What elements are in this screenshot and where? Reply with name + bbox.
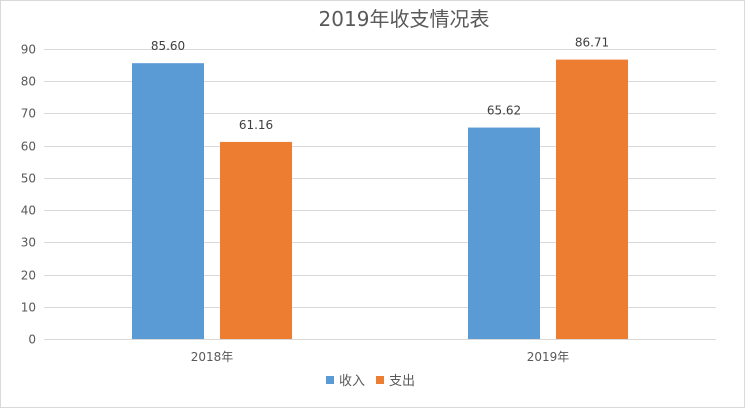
legend-label: 支出 bbox=[389, 374, 415, 389]
y-axis-ticks: 0 10 20 30 40 50 60 70 80 90 bbox=[21, 43, 36, 347]
y-tick-label: 90 bbox=[21, 43, 36, 57]
bar-income-1 bbox=[468, 127, 540, 340]
data-labels: 85.60 61.16 65.62 86.71 bbox=[151, 36, 609, 132]
legend-label: 收入 bbox=[339, 374, 365, 389]
legend: 收入 支出 bbox=[326, 374, 415, 389]
legend-swatch bbox=[376, 376, 384, 384]
data-label: 65.62 bbox=[487, 104, 521, 118]
x-tick-label: 2018年 bbox=[191, 350, 234, 364]
y-tick-label: 30 bbox=[21, 236, 36, 250]
x-tick-label: 2019年 bbox=[527, 350, 570, 364]
bars bbox=[132, 59, 628, 340]
y-tick-label: 0 bbox=[28, 333, 36, 347]
chart-title: 2019年收支情况表 bbox=[319, 7, 490, 31]
y-tick-label: 80 bbox=[21, 75, 36, 89]
x-axis-ticks: 2018年 2019年 bbox=[191, 350, 570, 364]
y-tick-label: 20 bbox=[21, 269, 36, 283]
legend-swatch bbox=[326, 376, 334, 384]
y-tick-label: 10 bbox=[21, 301, 36, 315]
y-tick-label: 50 bbox=[21, 172, 36, 186]
data-label: 86.71 bbox=[575, 36, 609, 50]
y-tick-label: 60 bbox=[21, 140, 36, 154]
y-tick-label: 70 bbox=[21, 107, 36, 121]
data-label: 85.60 bbox=[151, 39, 185, 53]
data-label: 61.16 bbox=[239, 118, 273, 132]
bar-expense-1 bbox=[556, 59, 628, 340]
y-tick-label: 40 bbox=[21, 204, 36, 218]
bar-expense-0 bbox=[220, 141, 292, 339]
bar-income-0 bbox=[132, 63, 204, 340]
